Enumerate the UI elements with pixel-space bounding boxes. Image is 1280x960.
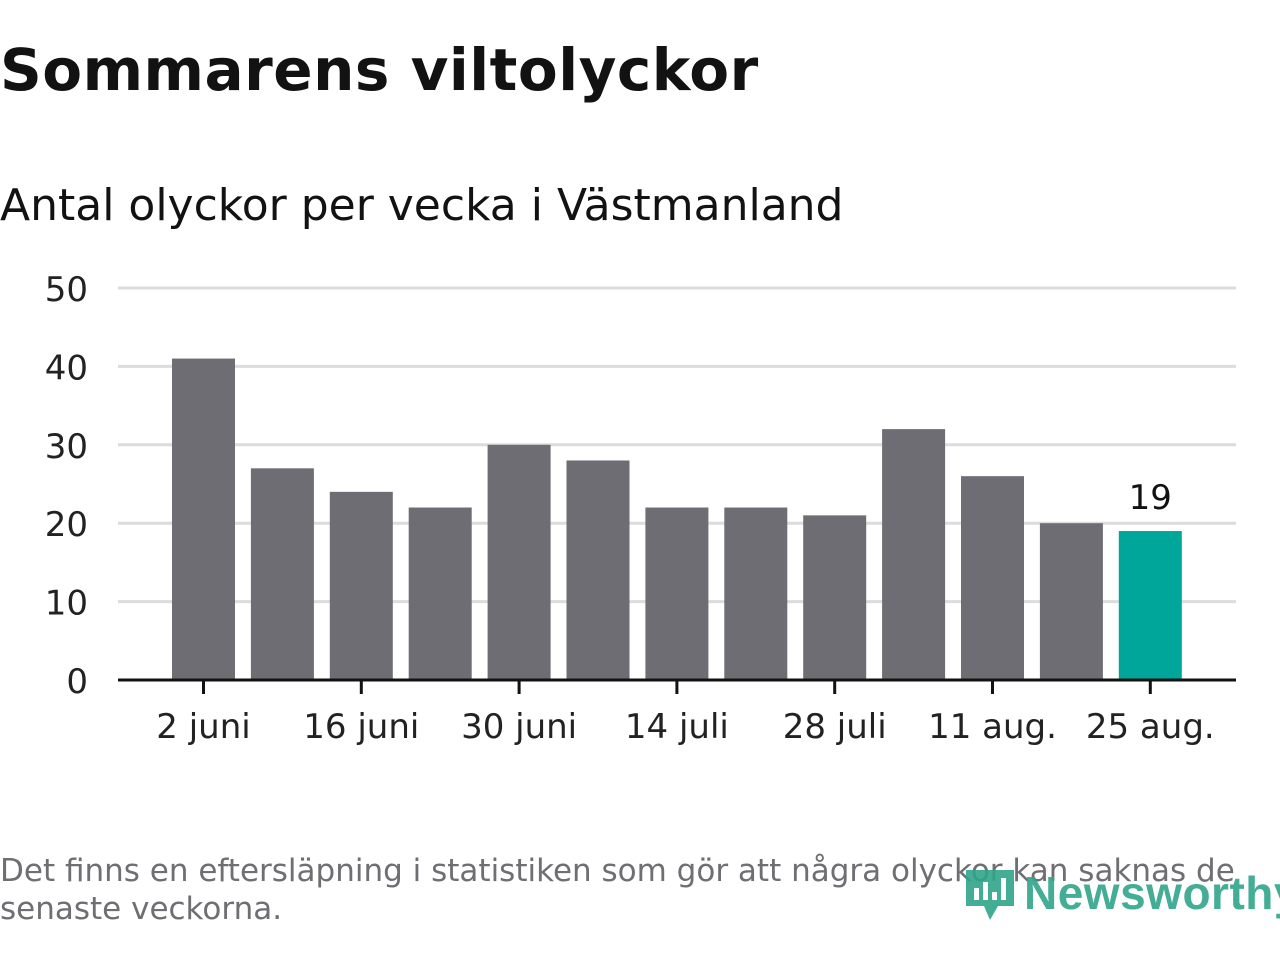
y-tick-label: 30: [45, 427, 88, 467]
chart-subtitle: Antal olyckor per vecka i Västmanland: [0, 180, 844, 231]
newsworthy-logo-text: Newsworthy: [1024, 867, 1280, 919]
y-tick-label: 40: [45, 348, 88, 388]
y-tick-label: 10: [45, 584, 88, 624]
newsworthy-logo: Newsworthy: [962, 862, 1280, 924]
y-tick-label: 20: [45, 505, 88, 545]
bar: [487, 444, 551, 680]
x-tick-label: 14 juli: [625, 707, 729, 747]
bar: [172, 358, 235, 680]
x-tick-label: 11 aug.: [928, 707, 1057, 747]
x-tick-label: 25 aug.: [1086, 707, 1215, 747]
axes: [118, 678, 1236, 694]
bar: [645, 507, 709, 680]
bar: [250, 468, 314, 680]
bar: [566, 460, 630, 680]
y-tick-label: 50: [45, 270, 88, 310]
bar-chart: 0 10 20 30 40 50 2 juni 16 juni 30 juni 14 juli 28…: [45, 270, 1236, 747]
bar: [329, 491, 393, 680]
x-tick-label: 30 juni: [461, 707, 577, 747]
bar: [882, 429, 946, 680]
x-tick-label: 16 juni: [303, 707, 419, 747]
bar: [408, 507, 472, 680]
footnote: Det finns en eftersläpning i statistiken…: [0, 853, 1235, 927]
bar: [724, 507, 788, 680]
x-tick-label: 2 juni: [156, 707, 250, 747]
highlight-bar: [1118, 531, 1182, 680]
bar: [1039, 523, 1103, 680]
highlight-value-label: 19: [1129, 478, 1172, 518]
newsworthy-logo-icon: [966, 870, 1014, 920]
y-tick-label: 0: [66, 662, 88, 702]
chart-title: Sommarens viltolyckor: [0, 36, 759, 104]
x-tick-label: 28 juli: [783, 707, 887, 747]
labels: 0 10 20 30 40 50 2 juni 16 juni 30 juni 14 juli 28…: [45, 270, 1215, 747]
bar: [803, 515, 867, 680]
bars: [172, 358, 1182, 680]
bar: [961, 476, 1024, 680]
